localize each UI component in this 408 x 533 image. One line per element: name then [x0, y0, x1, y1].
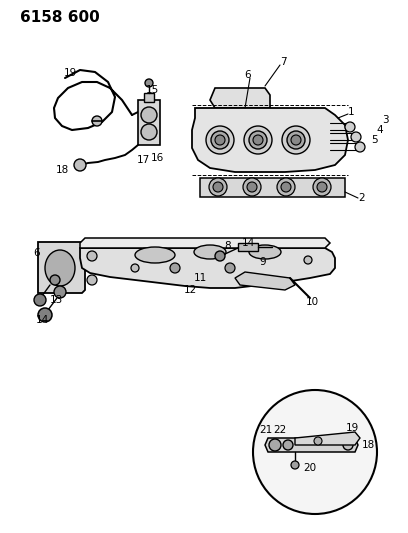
Circle shape — [215, 251, 225, 261]
Circle shape — [34, 294, 46, 306]
Circle shape — [313, 178, 331, 196]
Circle shape — [283, 440, 293, 450]
Circle shape — [282, 126, 310, 154]
Circle shape — [170, 263, 180, 273]
Circle shape — [314, 437, 322, 445]
Circle shape — [253, 390, 377, 514]
Circle shape — [287, 131, 305, 149]
Bar — [138, 100, 160, 145]
Polygon shape — [295, 432, 360, 445]
Circle shape — [74, 159, 86, 171]
Circle shape — [87, 251, 97, 261]
Ellipse shape — [45, 250, 75, 286]
Circle shape — [345, 122, 355, 132]
Text: 19: 19 — [346, 423, 359, 433]
Text: 15: 15 — [145, 85, 159, 95]
Text: 6: 6 — [245, 70, 251, 80]
Text: 4: 4 — [377, 125, 383, 135]
Polygon shape — [192, 108, 348, 172]
Text: 12: 12 — [183, 285, 197, 295]
Circle shape — [215, 135, 225, 145]
Circle shape — [50, 275, 60, 285]
Circle shape — [145, 79, 153, 87]
Circle shape — [38, 308, 52, 322]
Text: 18: 18 — [55, 165, 69, 175]
Polygon shape — [80, 248, 335, 288]
Text: 16: 16 — [151, 153, 164, 163]
Circle shape — [209, 178, 227, 196]
Polygon shape — [235, 272, 295, 290]
Text: 11: 11 — [193, 273, 206, 283]
Text: 13: 13 — [49, 295, 62, 305]
Text: 5: 5 — [372, 135, 378, 145]
Circle shape — [291, 461, 299, 469]
Circle shape — [141, 124, 157, 140]
Text: 21: 21 — [259, 425, 273, 435]
Text: 7: 7 — [280, 57, 286, 67]
Circle shape — [269, 439, 281, 451]
Circle shape — [131, 264, 139, 272]
Circle shape — [243, 178, 261, 196]
Text: 14: 14 — [242, 238, 255, 248]
Circle shape — [92, 116, 102, 126]
Text: 20: 20 — [304, 463, 317, 473]
Bar — [238, 243, 258, 251]
Circle shape — [54, 286, 66, 298]
Text: 1: 1 — [348, 107, 354, 117]
Text: 9: 9 — [259, 257, 266, 267]
Text: 6158 600: 6158 600 — [20, 11, 100, 26]
Text: 18: 18 — [361, 440, 375, 450]
Circle shape — [247, 182, 257, 192]
Circle shape — [141, 107, 157, 123]
Polygon shape — [265, 438, 358, 452]
Circle shape — [87, 275, 97, 285]
Circle shape — [355, 142, 365, 152]
Text: 14: 14 — [35, 315, 49, 325]
Circle shape — [253, 135, 263, 145]
Circle shape — [317, 182, 327, 192]
Circle shape — [244, 126, 272, 154]
Circle shape — [277, 178, 295, 196]
Circle shape — [291, 135, 301, 145]
Circle shape — [213, 182, 223, 192]
Circle shape — [225, 263, 235, 273]
Text: 6: 6 — [34, 248, 40, 258]
Polygon shape — [80, 238, 330, 248]
Circle shape — [304, 256, 312, 264]
Text: 3: 3 — [382, 115, 388, 125]
Text: 19: 19 — [63, 68, 77, 78]
Polygon shape — [200, 178, 345, 197]
Ellipse shape — [194, 245, 226, 259]
Text: 10: 10 — [306, 297, 319, 307]
Circle shape — [351, 132, 361, 142]
Bar — [144, 93, 154, 102]
Polygon shape — [38, 242, 85, 293]
Circle shape — [281, 182, 291, 192]
Circle shape — [206, 126, 234, 154]
Circle shape — [211, 131, 229, 149]
Text: 17: 17 — [136, 155, 150, 165]
Text: 8: 8 — [225, 241, 231, 251]
Polygon shape — [210, 88, 270, 108]
Ellipse shape — [249, 245, 281, 259]
Circle shape — [249, 131, 267, 149]
Text: 22: 22 — [273, 425, 287, 435]
Ellipse shape — [135, 247, 175, 263]
Text: 2: 2 — [359, 193, 365, 203]
Circle shape — [343, 440, 353, 450]
